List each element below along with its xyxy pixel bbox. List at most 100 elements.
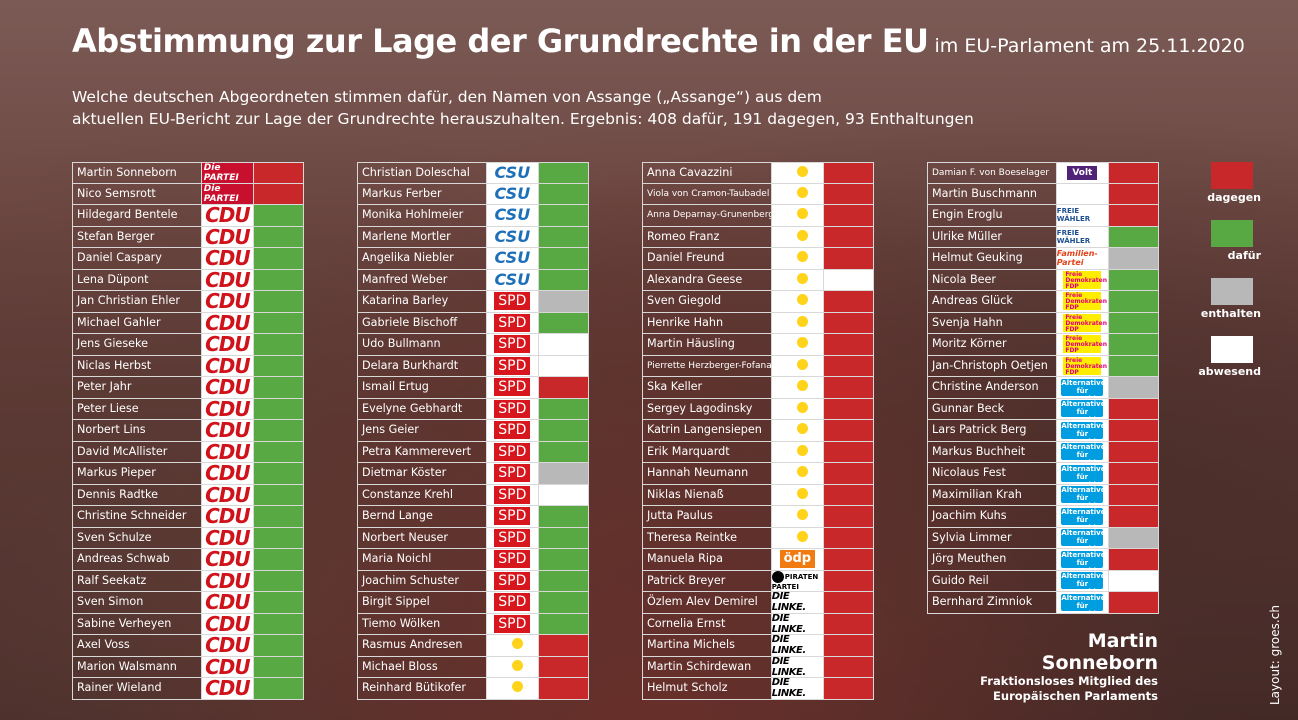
- mep-name: Udo Bullmann: [358, 334, 487, 355]
- sunflower-icon: [797, 423, 809, 435]
- legend-swatch-abwesend: [1211, 336, 1253, 363]
- mep-row: Stefan Berger CDU: [72, 226, 304, 248]
- mep-column-4: Damian F. von Boeselager Volt Martin Busch…: [927, 162, 1159, 614]
- die-linke-logo: DIE LINKE.: [771, 656, 806, 678]
- footer-desc-line-1: Fraktionsloses Mitglied des: [980, 674, 1158, 688]
- mep-name: Joachim Schuster: [358, 570, 487, 591]
- vote-dagegen: [823, 527, 874, 548]
- legend-swatch-dagegen: [1211, 162, 1253, 189]
- mep-name: Rainer Wieland: [73, 678, 202, 699]
- party-logo-cell: [771, 506, 824, 527]
- party-logo-cell: CDU: [201, 506, 254, 527]
- party-logo-cell: SPD: [486, 484, 539, 505]
- mep-row: Viola von Cramon-Taubadel: [642, 183, 874, 205]
- page-title: Abstimmung zur Lage der Grundrechte in d…: [72, 22, 1245, 60]
- piraten-logo: PIRATEN PARTEI: [771, 570, 823, 591]
- cdu-logo: CDU: [205, 613, 251, 634]
- mep-row: Daniel Freund: [642, 248, 874, 270]
- party-logo-cell: CSU: [486, 269, 539, 290]
- vote-dafur: [253, 355, 304, 376]
- mep-row: Udo Bullmann SPD: [357, 334, 589, 356]
- gruene-logo: [785, 401, 809, 416]
- sunflower-icon: [797, 509, 809, 521]
- vote-dafur: [538, 592, 589, 613]
- vote-dagegen: [1108, 420, 1159, 441]
- cdu-logo: CDU: [205, 656, 251, 677]
- vote-dagegen: [1108, 205, 1159, 226]
- gruene-logo: [785, 466, 809, 480]
- mep-row: Monika Hohlmeier CSU: [357, 205, 589, 227]
- subtitle-line-2: aktuellen EU-Bericht zur Lage der Grundr…: [72, 110, 974, 128]
- party-logo-cell: Alternative für Deutschland: [1056, 377, 1109, 398]
- party-logo-cell: PIRATEN PARTEI: [771, 570, 824, 591]
- mep-name: Nicolaus Fest: [928, 463, 1057, 484]
- spd-logo: SPD: [494, 421, 531, 440]
- spd-logo: SPD: [494, 507, 531, 526]
- mep-name: Sven Simon: [73, 592, 202, 613]
- csu-logo: CSU: [494, 248, 531, 268]
- mep-row: Henrike Hahn: [642, 312, 874, 334]
- mep-row: Jens Geier SPD: [357, 420, 589, 442]
- afd-logo: Alternative für Deutschland: [1061, 486, 1108, 505]
- mep-row: Niklas Nienaß: [642, 484, 874, 506]
- mep-name: Ismail Ertug: [358, 377, 487, 398]
- mep-name: Ska Keller: [643, 377, 772, 398]
- spd-logo: SPD: [494, 528, 531, 547]
- vote-dafur: [1108, 312, 1159, 333]
- mep-row: Delara Burkhardt SPD: [357, 355, 589, 377]
- familien-partei-logo: Familien-Partei: [1056, 249, 1098, 268]
- mep-name: Erik Marquardt: [643, 441, 772, 462]
- sunflower-icon: [797, 487, 809, 499]
- party-logo-cell: Die PARTEI: [201, 183, 254, 204]
- vote-dafur: [1108, 269, 1159, 290]
- mep-name: Gunnar Beck: [928, 398, 1057, 419]
- party-logo-cell: CDU: [201, 678, 254, 699]
- party-logo-cell: Freie Demokraten FDP: [1056, 355, 1109, 376]
- vote-dagegen: [1108, 441, 1159, 462]
- csu-logo: CSU: [494, 226, 531, 246]
- gruene-logo: [785, 229, 809, 244]
- mep-name: Andreas Glück: [928, 291, 1057, 312]
- mep-row: Nicola Beer Freie Demokraten FDP: [927, 269, 1159, 291]
- party-logo-cell: [771, 463, 824, 484]
- spd-logo: SPD: [494, 356, 531, 375]
- vote-dafur: [538, 248, 589, 269]
- mep-name: Martin Buschmann: [928, 183, 1057, 204]
- spd-logo: SPD: [494, 335, 531, 354]
- vote-dagegen: [823, 291, 874, 312]
- mep-row: Marion Walsmann CDU: [72, 656, 304, 678]
- mep-row: Martina Michels DIE LINKE.: [642, 635, 874, 657]
- vote-dagegen: [823, 506, 874, 527]
- afd-logo: Alternative für Deutschland: [1061, 464, 1108, 484]
- mep-row: Helmut Geuking Familien-Partei: [927, 248, 1159, 270]
- vote-dagegen: [823, 398, 874, 419]
- vote-dagegen: [1108, 506, 1159, 527]
- party-logo-cell: DIE LINKE.: [771, 613, 824, 634]
- fdp-logo: Freie Demokraten FDP: [1063, 270, 1107, 290]
- party-logo-cell: CDU: [201, 355, 254, 376]
- csu-logo: CSU: [494, 269, 531, 289]
- csu-logo: CSU: [494, 205, 531, 225]
- spd-logo: SPD: [494, 571, 531, 590]
- die-linke-logo: DIE LINKE.: [771, 592, 806, 613]
- mep-name: Anna Cavazzini: [643, 163, 772, 183]
- mep-row: Peter Jahr CDU: [72, 377, 304, 399]
- mep-row: Engin Eroglu FREIE WÄHLER: [927, 205, 1159, 227]
- sunflower-icon: [797, 229, 809, 241]
- vote-dafur: [253, 549, 304, 570]
- gruene-logo: [500, 681, 524, 695]
- mep-row: Peter Liese CDU: [72, 398, 304, 420]
- vote-dafur: [253, 398, 304, 419]
- mep-name: Ralf Seekatz: [73, 570, 202, 591]
- vote-dafur: [538, 163, 589, 183]
- spd-logo: SPD: [494, 464, 531, 483]
- vote-dafur: [253, 613, 304, 634]
- mep-name: Martina Michels: [643, 635, 772, 656]
- vote-dagegen: [1108, 463, 1159, 484]
- mep-row: Sven Schulze CDU: [72, 527, 304, 549]
- mep-name: Nico Semsrott: [73, 183, 202, 204]
- mep-name: Daniel Freund: [643, 248, 772, 269]
- spd-logo: SPD: [494, 399, 531, 418]
- mep-name: Markus Ferber: [358, 183, 487, 204]
